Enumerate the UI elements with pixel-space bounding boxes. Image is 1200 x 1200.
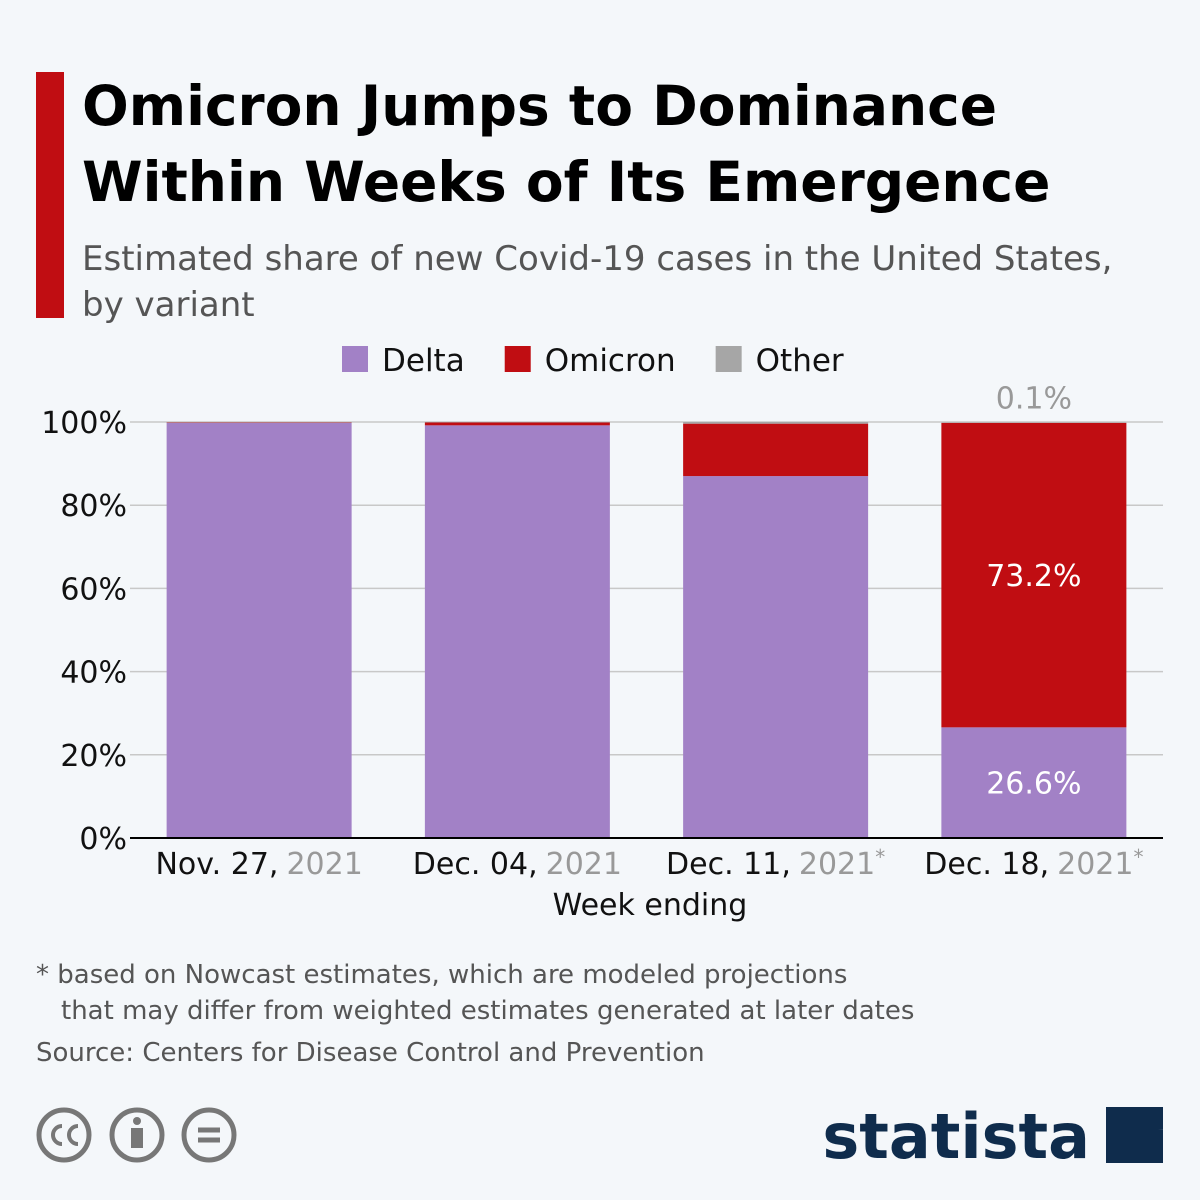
footnote: * based on Nowcast estimates, which are … xyxy=(36,960,847,990)
bar-segment xyxy=(166,422,352,838)
brand-mark xyxy=(1106,1107,1163,1163)
chart-title: Within Weeks of Its Emergence xyxy=(82,150,1050,214)
data-label: 73.2% xyxy=(986,559,1081,594)
chart-subtitle: by variant xyxy=(82,285,255,325)
bar-segment xyxy=(424,422,610,426)
license-icons xyxy=(36,1107,237,1163)
x-tick-label-year: 2021 xyxy=(286,847,362,882)
x-tick-label: Dec. 11, 2021* xyxy=(666,845,885,882)
x-tick-label-date: Dec. 11, xyxy=(666,847,791,882)
x-tick-label: Dec. 04, 2021 xyxy=(413,847,622,882)
bar-segment xyxy=(941,727,1127,838)
x-axis-label: Week ending xyxy=(553,888,748,923)
legend-label: Delta xyxy=(382,343,465,379)
y-tick-label: 20% xyxy=(60,739,127,774)
x-tick-label-note: * xyxy=(1133,845,1143,869)
x-tick-label: Dec. 18, 2021* xyxy=(924,845,1143,882)
legend-swatch xyxy=(342,346,368,372)
y-tick-label: 80% xyxy=(60,489,127,524)
x-tick-label: Nov. 27, 2021 xyxy=(155,847,362,882)
bar-segment xyxy=(683,476,869,838)
footnote: that may differ from weighted estimates … xyxy=(61,996,914,1026)
x-tick-label-year: 2021 xyxy=(546,847,622,882)
brand-logo: statista xyxy=(822,1100,1090,1173)
accent-bar xyxy=(36,72,64,318)
x-tick-label-year: 2021 xyxy=(1057,847,1133,882)
x-tick-label-year: 2021 xyxy=(799,847,875,882)
bar-segment xyxy=(424,425,610,838)
x-tick-label-note: * xyxy=(875,845,885,869)
source: Source: Centers for Disease Control and … xyxy=(36,1038,705,1068)
bar-segment xyxy=(683,422,869,424)
chart-title: Omicron Jumps to Dominance xyxy=(82,74,997,138)
bar-segment xyxy=(683,423,869,477)
legend-label: Omicron xyxy=(545,343,676,379)
y-tick-label: 100% xyxy=(41,406,127,441)
y-tick-label: 60% xyxy=(60,572,127,607)
x-tick-label-date: Dec. 04, xyxy=(413,847,538,882)
y-tick-label: 40% xyxy=(60,656,127,691)
data-label: 0.1% xyxy=(996,381,1072,416)
data-label: 26.6% xyxy=(986,767,1081,802)
y-tick-label: 0% xyxy=(79,822,127,857)
x-tick-label-date: Dec. 18, xyxy=(924,847,1049,882)
legend-swatch xyxy=(715,346,742,372)
legend-label: Other xyxy=(756,343,844,379)
x-tick-label-date: Nov. 27, xyxy=(155,847,278,882)
legend-swatch xyxy=(504,346,531,372)
chart-subtitle: Estimated share of new Covid-19 cases in… xyxy=(82,239,1112,279)
bar-segment xyxy=(941,422,1127,728)
